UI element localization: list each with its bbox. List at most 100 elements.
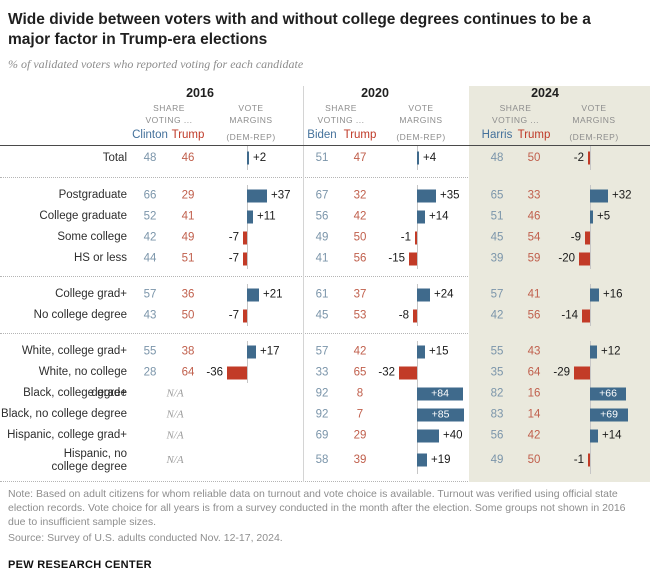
year-header-2024: 2024 [531,86,559,101]
na-value: N/A [166,408,184,421]
margin-bar [247,345,256,359]
row-label: Hispanic, college grad+ [7,429,127,442]
margin-bar [409,252,417,266]
year-cell: 43 50 -7 [135,305,303,327]
row-label: Some college [57,231,127,244]
rep-share-value: 29 [181,189,195,202]
year-cell: 33 65 -32 [303,362,469,384]
share-voting-header: SHARE [499,103,532,114]
margin-bar [247,288,259,302]
margin-value: -9 [570,231,581,244]
table-row: Some college 42 49 -7 49 50 -1 45 54 -9 [0,227,650,249]
rep-share-value: 50 [181,309,195,322]
dem-share-value: 43 [143,309,157,322]
rep-share-value: 37 [353,288,367,301]
dem-share-value: 56 [490,429,504,442]
share-voting-header: VOTING ... [317,115,365,126]
rep-share-value: 47 [353,152,367,165]
margin-bar: +85 [417,408,464,422]
margin-axis-line [590,362,591,384]
year-cell: 69 29 +40 [303,425,469,447]
rep-share-value: 42 [527,429,541,442]
dotted-separator [0,177,650,179]
margin-value: -36 [206,366,223,379]
margin-axis-line [247,227,248,249]
margin-value: +35 [440,189,460,202]
year-cell: 45 54 -9 [469,227,650,249]
page-subtitle: % of validated voters who reported votin… [8,57,304,72]
dem-share-value: 48 [490,152,504,165]
margin-bar [417,151,419,165]
year-cell: 39 59 -20 [469,248,650,270]
rep-share-value: 65 [353,366,367,379]
rep-share-value: 46 [181,152,195,165]
dem-share-value: 69 [315,429,329,442]
rep-share-value: 64 [181,366,195,379]
table-row: Hispanic, college grad+ N/A 69 29 +40 56 42 +14 [0,425,650,447]
margin-value: -7 [228,231,239,244]
margin-axis-line [247,362,248,384]
year-cell: 48 46 +2 [135,146,303,171]
year-cell: 55 43 +12 [469,341,650,363]
year-cell: N/A [135,446,303,474]
rep-share-value: 8 [356,387,364,400]
na-value: N/A [166,429,184,442]
row-label: College graduate [39,210,127,223]
year-cell: 35 64 -29 [469,362,650,384]
dem-rep-header: (DEM-REP) [569,132,619,143]
rep-share-value: 39 [353,454,367,467]
year-cell: 92 7 +85 [303,404,469,426]
row-label: HS or less [73,252,127,265]
dem-share-value: 56 [315,210,329,223]
table-row: Postgraduate 66 29 +37 67 32 +35 65 33 +32 [0,185,650,207]
dem-share-value: 44 [143,252,157,265]
margin-bar [399,366,417,380]
year-cell: 67 32 +35 [303,185,469,207]
year-cell: 82 16 +66 [469,383,650,405]
margin-bar [417,288,430,302]
margin-bar [247,151,249,165]
dem-share-value: 57 [315,345,329,358]
table-row: Total 48 46 +2 51 47 +4 48 50 -2 [0,146,650,171]
margin-value: +40 [443,429,463,442]
margin-axis-line [590,146,591,171]
margin-bar: +66 [590,387,626,401]
dem-share-value: 67 [315,189,329,202]
dem-share-value: 92 [315,387,329,400]
year-cell: 56 42 +14 [303,206,469,228]
year-cell: 28 64 -36 [135,362,303,384]
year-cell: 49 50 -1 [469,446,650,475]
table-row: College grad+ 57 36 +21 61 37 +24 57 41 +16 [0,284,650,306]
dem-share-value: 28 [143,366,157,379]
year-header-2016: 2016 [186,86,214,101]
rep-share-value: 59 [527,252,541,265]
rep-share-value: 7 [356,408,364,421]
margin-bar [590,288,599,302]
dem-share-value: 66 [143,189,157,202]
year-cell: N/A [135,383,303,404]
table-row: Black, no college degree N/A 92 7 +85 83 14 +69 [0,404,650,426]
vote-margins-header: VOTE [581,103,607,114]
year-cell: 48 50 -2 [469,146,650,171]
dem-rep-header: (DEM-REP) [396,132,446,143]
year-cell: 49 50 -1 [303,227,469,249]
margin-axis-line [590,446,591,475]
margin-bar: +84 [417,387,463,401]
year-cell: 83 14 +69 [469,404,650,426]
margin-value: +5 [597,210,611,223]
margin-axis-line [417,362,418,384]
year-cell: 57 41 +16 [469,284,650,306]
margin-bar [415,231,417,245]
year-cell: N/A [135,404,303,425]
margin-value: +21 [263,288,283,301]
year-cell: 41 56 -15 [303,248,469,270]
margin-value: +24 [434,288,454,301]
dem-share-value: 45 [315,309,329,322]
margin-bar [590,189,608,203]
source-text: Source: Survey of U.S. adults conducted … [8,531,283,544]
dem-share-value: 49 [490,454,504,467]
rep-share-value: 46 [527,210,541,223]
margin-value: +15 [429,345,449,358]
margin-bar [579,252,590,266]
dem-share-value: 58 [315,454,329,467]
